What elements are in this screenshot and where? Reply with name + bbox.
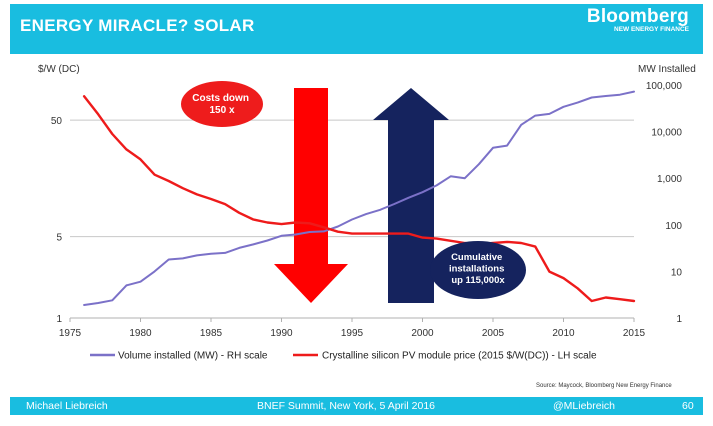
x-tick-label: 2010 xyxy=(552,328,575,339)
y-left-tick-label: 1 xyxy=(56,314,62,325)
x-tick-label: 1980 xyxy=(129,328,152,339)
legend-volume-label: Volume installed (MW) - RH scale xyxy=(118,351,268,362)
y-left-ticks: 50 5 1 xyxy=(51,116,63,325)
x-ticks: 1975 1980 1985 1990 1995 2000 2005 2010 2015 xyxy=(59,318,646,339)
y-right-ticks: 100,000 10,000 1,000 100 10 1 xyxy=(646,81,683,325)
x-tick-label: 2015 xyxy=(623,328,646,339)
logo-subtext: NEW ENERGY FINANCE xyxy=(614,26,689,33)
module-price-line xyxy=(82,95,636,303)
footer-page-number: 60 xyxy=(682,400,694,412)
x-tick-label: 1995 xyxy=(341,328,364,339)
y-left-tick-label: 50 xyxy=(51,116,63,127)
logo-text: Bloomberg xyxy=(586,6,689,27)
installations-up-label: Cumulative installations up 115,000x xyxy=(449,252,507,286)
footer-handle: @MLiebreich xyxy=(553,400,616,412)
y-right-tick-label: 100,000 xyxy=(646,81,683,92)
y-right-tick-label: 1,000 xyxy=(657,174,682,185)
legend-price-label: Crystalline silicon PV module price (201… xyxy=(322,351,597,362)
x-tick-label: 2000 xyxy=(411,328,434,339)
y-right-tick-label: 10 xyxy=(671,267,683,278)
footer-event: BNEF Summit, New York, 5 April 2016 xyxy=(257,400,435,412)
x-tick-label: 2005 xyxy=(482,328,505,339)
header-bar: ENERGY MIRACLE? SOLAR Bloomberg NEW ENER… xyxy=(10,4,703,54)
bloomberg-logo: Bloomberg NEW ENERGY FINANCE xyxy=(587,6,689,33)
footer-bar: Michael Liebreich BNEF Summit, New York,… xyxy=(10,397,703,415)
costs-down-arrow xyxy=(274,88,348,303)
installations-line-1: Cumulative xyxy=(451,252,502,263)
y-right-tick-label: 100 xyxy=(665,221,682,232)
x-tick-label: 1985 xyxy=(200,328,223,339)
source-note: Source: Maycock, Bloomberg New Energy Fi… xyxy=(536,383,672,389)
chart-series xyxy=(82,90,636,306)
costs-down-line-1: Costs down xyxy=(192,93,249,104)
y-right-axis-label: MW Installed xyxy=(638,64,696,75)
x-tick-label: 1975 xyxy=(59,328,82,339)
installations-bubble xyxy=(430,241,526,299)
costs-down-line-2: 150 x xyxy=(209,105,234,116)
page-title: ENERGY MIRACLE? SOLAR xyxy=(20,16,255,35)
x-tick-label: 1990 xyxy=(270,328,293,339)
chart-grid xyxy=(70,119,634,238)
y-right-tick-label: 1 xyxy=(676,314,682,325)
installations-line-2: installations xyxy=(449,264,504,275)
chart-legend: Volume installed (MW) - RH scale Crystal… xyxy=(90,351,597,362)
costs-down-bubble xyxy=(181,81,263,127)
costs-down-label: Costs down 150 x xyxy=(192,93,251,116)
installations-line-3: up 115,000x xyxy=(451,275,505,286)
y-left-axis-label: $/W (DC) xyxy=(38,64,80,75)
footer-author: Michael Liebreich xyxy=(26,400,108,412)
y-right-tick-label: 10,000 xyxy=(651,128,682,139)
y-left-tick-label: 5 xyxy=(56,233,62,244)
volume-installed-line xyxy=(83,90,635,306)
installations-up-arrow xyxy=(373,88,449,303)
